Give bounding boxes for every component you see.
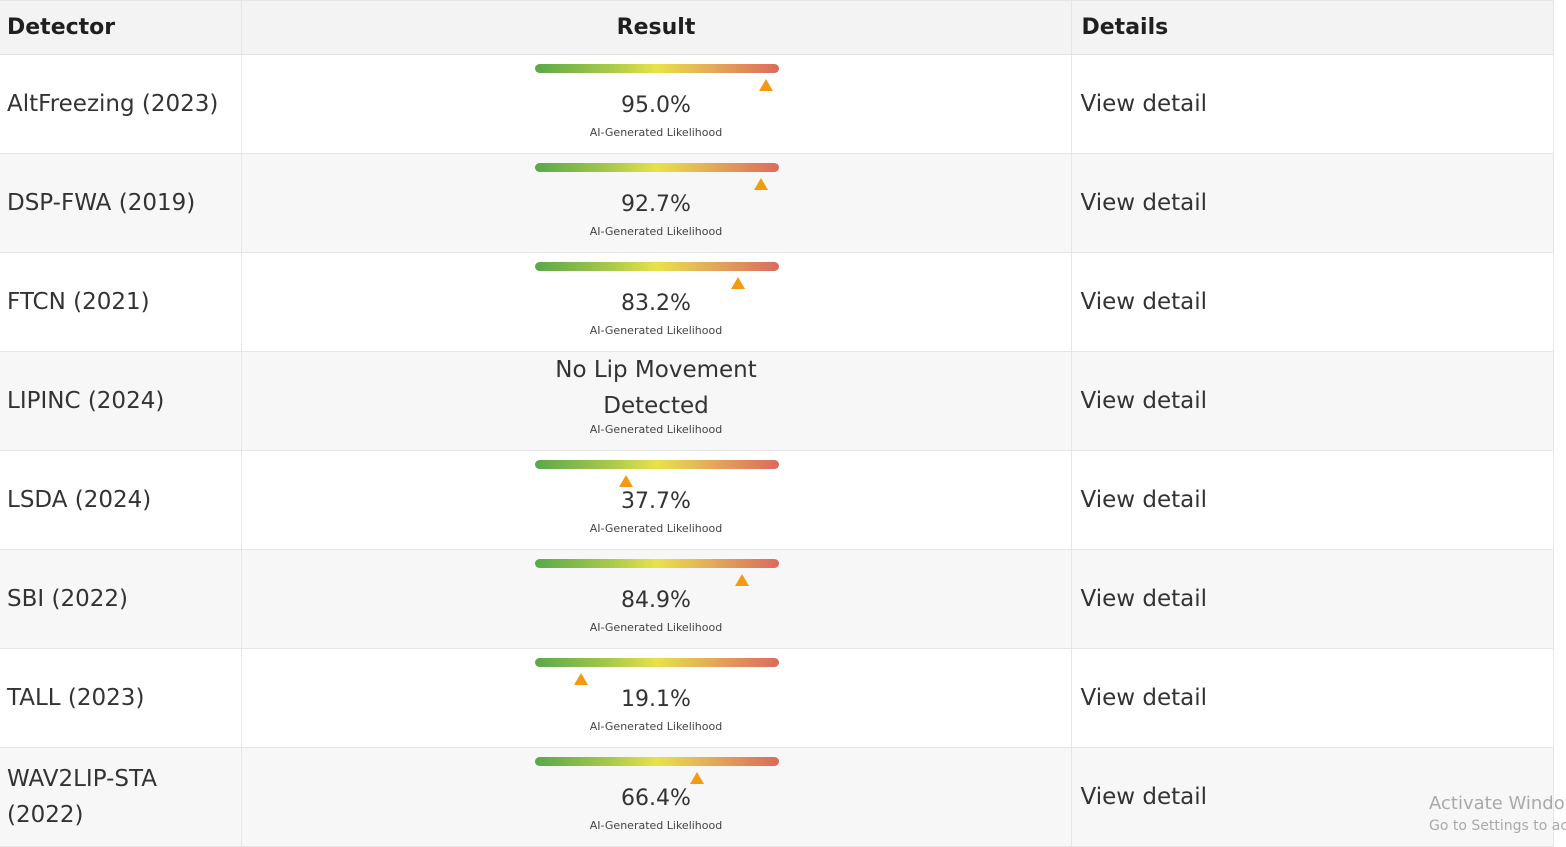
table-row: AltFreezing (2023) 95.0% AI-Generated Li… [0, 54, 1554, 154]
windows-activation-watermark: Activate Windows Go to Settings to activ… [1429, 792, 1566, 836]
table-row: WAV2LIP-STA (2022) 66.4% AI-Generated Li… [0, 747, 1554, 847]
table-row: TALL (2023) 19.1% AI-Generated Likelihoo… [0, 648, 1554, 748]
likelihood-caption: AI-Generated Likelihood [589, 324, 723, 337]
likelihood-bar [534, 460, 779, 469]
view-detail-link[interactable]: View detail [1071, 153, 1554, 253]
view-detail-link[interactable]: View detail [1071, 351, 1554, 451]
likelihood-marker-icon [574, 673, 589, 685]
header-result: Result [241, 0, 1072, 55]
table-row: SBI (2022) 84.9% AI-Generated Likelihood… [0, 549, 1554, 649]
likelihood-bar [534, 163, 779, 172]
likelihood-bar [534, 559, 779, 568]
likelihood-bar [534, 757, 779, 766]
table-header-row: Detector Result Details [0, 0, 1554, 55]
detector-name: AltFreezing (2023) [0, 54, 242, 154]
likelihood-bar [534, 658, 779, 667]
result-cell: No Lip Movement Detected AI-Generated Li… [242, 352, 1071, 450]
detector-name: TALL (2023) [0, 648, 242, 748]
no-lip-movement-message: No Lip Movement Detected [555, 357, 757, 419]
likelihood-caption: AI-Generated Likelihood [589, 126, 723, 139]
likelihood-marker-icon [619, 475, 634, 487]
header-detector: Detector [0, 0, 242, 55]
table-row: LSDA (2024) 37.7% AI-Generated Likelihoo… [0, 450, 1554, 550]
detector-name: WAV2LIP-STA (2022) [0, 747, 242, 847]
view-detail-link[interactable]: View detail [1071, 747, 1554, 847]
view-detail-link[interactable]: View detail [1071, 648, 1554, 748]
header-details: Details [1071, 0, 1554, 55]
watermark-subtitle: Go to Settings to activate Windows. [1429, 818, 1566, 834]
likelihood-percent: 92.7% [621, 192, 691, 217]
result-cell: 37.7% AI-Generated Likelihood [242, 451, 1071, 549]
table-row: FTCN (2021) 83.2% AI-Generated Likelihoo… [0, 252, 1554, 352]
likelihood-bar [534, 64, 779, 73]
likelihood-marker-icon [730, 277, 745, 289]
likelihood-caption: AI-Generated Likelihood [589, 720, 723, 733]
likelihood-caption: AI-Generated Likelihood [589, 225, 723, 238]
likelihood-percent: 83.2% [621, 291, 691, 316]
result-cell: 84.9% AI-Generated Likelihood [242, 550, 1071, 648]
likelihood-caption: AI-Generated Likelihood [589, 423, 723, 436]
detector-name: DSP-FWA (2019) [0, 153, 242, 253]
likelihood-marker-icon [759, 79, 774, 91]
result-cell: 83.2% AI-Generated Likelihood [242, 253, 1071, 351]
likelihood-percent: 37.7% [621, 489, 691, 514]
result-cell: 95.0% AI-Generated Likelihood [242, 55, 1071, 153]
result-cell: 66.4% AI-Generated Likelihood [242, 748, 1071, 846]
detector-name: LIPINC (2024) [0, 351, 242, 451]
view-detail-link[interactable]: View detail [1071, 54, 1554, 154]
likelihood-percent: 84.9% [621, 588, 691, 613]
table-row: LIPINC (2024) No Lip Movement Detected A… [0, 351, 1554, 451]
view-detail-link[interactable]: View detail [1071, 450, 1554, 550]
likelihood-bar [534, 262, 779, 271]
table-row: DSP-FWA (2019) 92.7% AI-Generated Likeli… [0, 153, 1554, 253]
likelihood-percent: 66.4% [621, 786, 691, 811]
likelihood-caption: AI-Generated Likelihood [589, 621, 723, 634]
view-detail-link[interactable]: View detail [1071, 252, 1554, 352]
result-cell: 19.1% AI-Generated Likelihood [242, 649, 1071, 747]
result-cell: 92.7% AI-Generated Likelihood [242, 154, 1071, 252]
likelihood-marker-icon [734, 574, 749, 586]
view-detail-link[interactable]: View detail [1071, 549, 1554, 649]
likelihood-caption: AI-Generated Likelihood [589, 819, 723, 832]
likelihood-marker-icon [689, 772, 704, 784]
detector-name: FTCN (2021) [0, 252, 242, 352]
likelihood-marker-icon [753, 178, 768, 190]
likelihood-caption: AI-Generated Likelihood [589, 522, 723, 535]
watermark-title: Activate Windows [1429, 793, 1566, 814]
detector-name: SBI (2022) [0, 549, 242, 649]
detector-name: LSDA (2024) [0, 450, 242, 550]
likelihood-percent: 95.0% [621, 93, 691, 118]
likelihood-percent: 19.1% [621, 687, 691, 712]
